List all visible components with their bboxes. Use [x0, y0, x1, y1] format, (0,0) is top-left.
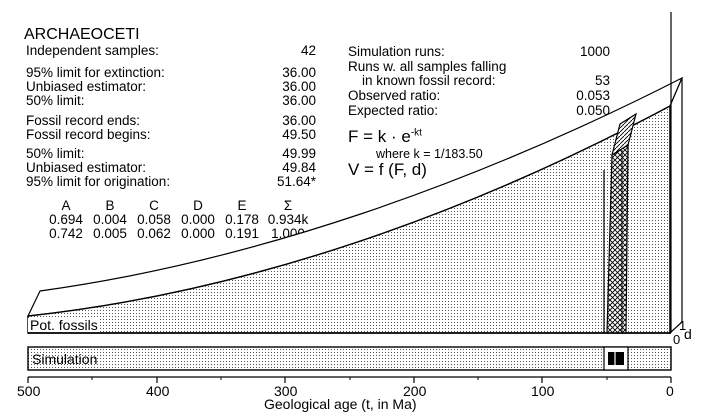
table-header: B: [105, 198, 115, 213]
table-cell: 0.934k: [267, 212, 309, 227]
table-cell: 0.000: [181, 226, 215, 241]
table-cell: 0.178: [225, 212, 259, 227]
depth-label-top: 1: [679, 318, 687, 333]
table-header: A: [61, 198, 71, 213]
table-cell: 0.694: [49, 212, 83, 227]
x-tick-label: 300: [274, 383, 298, 399]
formula-f-text: F = k · e: [348, 127, 411, 146]
table-cell: 0.000: [181, 212, 215, 227]
x-tick-label: 400: [146, 383, 170, 399]
stat-label: in known fossil record:: [362, 73, 496, 88]
formula-f: F = k · e-kt: [348, 128, 422, 145]
stat-value: 0.050: [576, 103, 610, 118]
stat-label: Fossil record ends:: [26, 113, 141, 128]
table-header: C: [149, 198, 159, 213]
stat-label: 95% limit for extinction:: [26, 65, 165, 80]
simulation-samples: [608, 352, 624, 365]
stat-label: Simulation runs:: [348, 44, 445, 59]
stat-value: 53: [594, 73, 610, 88]
table-cell: 0.191: [225, 226, 259, 241]
table-cell: 0.062: [137, 226, 171, 241]
stat-label: 95% limit for origination:: [26, 174, 171, 189]
stat-label: Fossil record begins:: [26, 127, 151, 142]
x-tick-label: 200: [403, 383, 427, 399]
stat-label: Unbiased estimator:: [26, 79, 147, 94]
pot-fossils-area: [27, 104, 671, 334]
stat-value: 36.00: [282, 113, 316, 128]
table-header: E: [237, 198, 247, 213]
x-tick-label: 0: [666, 383, 674, 399]
stat-label: Expected ratio:: [348, 103, 439, 118]
x-tick-label: 100: [531, 383, 555, 399]
stat-value: 49.50: [282, 127, 316, 142]
x-axis-ticks: [27, 377, 672, 383]
table-cell: 0.058: [137, 212, 171, 227]
stat-label: 50% limit:: [26, 93, 85, 108]
stat-value: 0.053: [576, 88, 610, 103]
simulation-label: Simulation: [32, 351, 98, 367]
stat-value: 49.99: [282, 146, 316, 161]
table-cell: 0.005: [93, 226, 127, 241]
pot-fossils-label: Pot. fossils: [28, 317, 100, 333]
depth-label-bottom: 0: [673, 332, 681, 347]
stat-value: 49.84: [282, 160, 316, 175]
stat-value: 36.00: [282, 93, 316, 108]
table-cell: 0.004: [93, 212, 127, 227]
x-tick-label: 500: [17, 383, 41, 399]
stat-value: 42: [300, 43, 316, 58]
formula-f-exponent: -kt: [410, 127, 422, 139]
stat-label: Unbiased estimator:: [26, 160, 147, 175]
stat-value: 36.00: [282, 65, 316, 80]
page-title: ARCHAEOCETI: [24, 26, 140, 43]
formula-v: V = f (F, d): [348, 160, 427, 179]
depth-axis-label: d: [684, 326, 692, 342]
formula-where: where k = 1/183.50: [376, 147, 483, 161]
x-axis-label: Geological age (t, in Ma): [264, 396, 417, 412]
pot-fossils-side: [669, 77, 683, 335]
simulation-strip: [27, 346, 672, 371]
fossil-record-top: [611, 112, 637, 157]
stat-value: 1000: [579, 44, 610, 59]
table-header: Σ: [283, 198, 293, 213]
coefficient-table: A B C D E Σ 0.694 0.004 0.058 0.000 0.17…: [44, 199, 344, 244]
table-cell: 0.742: [49, 226, 83, 241]
stat-label: 50% limit:: [26, 146, 85, 161]
table-header: D: [193, 198, 203, 213]
stat-label: Observed ratio:: [348, 88, 441, 103]
stat-label: Independent samples:: [26, 43, 159, 58]
stat-value: 36.00: [282, 79, 316, 94]
stat-value: 51.64*: [276, 174, 316, 189]
stat-label: Runs w. all samples falling: [348, 59, 507, 74]
